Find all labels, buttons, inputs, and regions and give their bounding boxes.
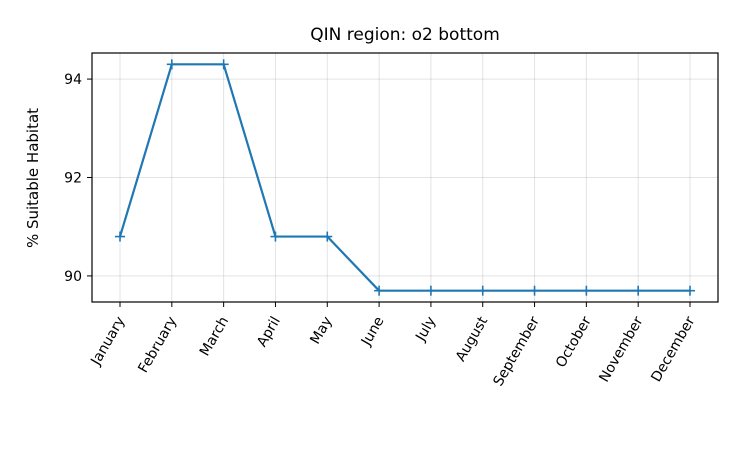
x-tick-label: March [197, 314, 232, 359]
x-tick-label: July [412, 314, 439, 345]
data-point-marker [322, 231, 333, 242]
data-point-marker [529, 285, 540, 296]
series-layer [115, 59, 695, 296]
data-point-marker [685, 285, 695, 296]
y-tick-label: 90 [64, 269, 82, 285]
data-point-marker [218, 59, 229, 70]
x-tick-label: August [453, 314, 492, 365]
x-tick-label: June [358, 314, 388, 349]
x-tick-label: October [553, 314, 595, 371]
data-point-marker [477, 285, 488, 296]
x-tick-label: January [88, 314, 129, 369]
data-point-marker [633, 285, 644, 296]
x-tick-label: April [254, 314, 284, 350]
y-tick-label: 92 [64, 171, 82, 187]
chart-title: QIN region: o2 bottom [310, 25, 500, 45]
x-tick-label: February [135, 314, 180, 376]
data-point-marker [115, 231, 125, 242]
data-point-marker [270, 231, 281, 242]
x-tick-label: September [490, 314, 543, 389]
x-tick-label: December [648, 314, 698, 385]
x-tick-label: May [307, 314, 335, 347]
data-point-marker [166, 59, 177, 70]
data-point-marker [425, 285, 436, 296]
series-line [118, 63, 690, 292]
y-tick-label: 94 [64, 72, 82, 88]
grid [92, 53, 718, 302]
y-axis-label: % Suitable Habitat [24, 108, 42, 248]
axes: January February March April May June July Augu… [64, 72, 698, 389]
data-point-marker [374, 285, 385, 296]
data-point-marker [581, 285, 592, 296]
x-tick-label: November [596, 314, 646, 385]
